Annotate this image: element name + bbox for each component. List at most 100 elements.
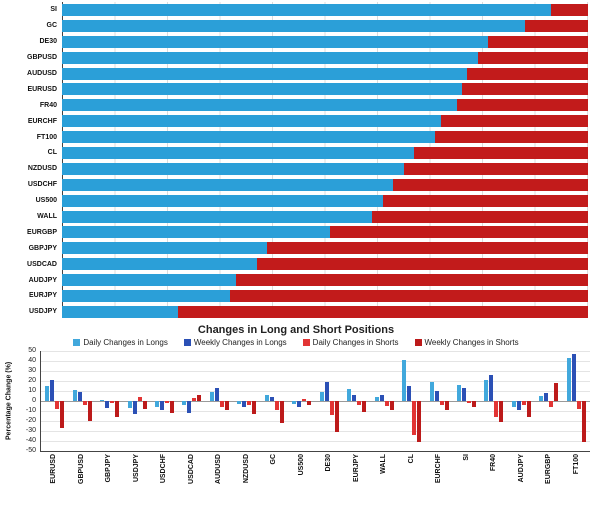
bar-row-label: USDCHF	[0, 181, 62, 188]
bar-positive	[539, 396, 543, 401]
bar-negative	[440, 401, 444, 405]
bar-positive	[572, 354, 576, 401]
short-bar	[457, 99, 589, 111]
short-bar	[393, 179, 588, 191]
short-bar	[404, 163, 588, 175]
bar-row-label: FT100	[0, 134, 62, 141]
legend-swatch	[415, 339, 422, 346]
bar-negative	[390, 401, 394, 410]
bar-negative	[115, 401, 119, 417]
bar-negative	[242, 401, 246, 407]
bar-negative	[472, 401, 476, 407]
bar-negative	[467, 401, 471, 403]
y-tick-label: -20	[26, 417, 36, 425]
x-tick-label: WALL	[380, 454, 387, 474]
bar-row: EURJPY	[0, 288, 600, 304]
category-group	[425, 351, 452, 451]
bar-positive	[302, 399, 306, 401]
category-group	[535, 351, 562, 451]
x-tick-label: EURJPY	[353, 454, 360, 482]
bar-positive	[325, 382, 329, 401]
bar-row-label: EURUSD	[0, 86, 62, 93]
x-tick-label: CL	[408, 454, 415, 463]
category-group	[206, 351, 233, 451]
bar-negative	[60, 401, 64, 428]
short-bar	[257, 258, 588, 270]
category-group	[288, 351, 315, 451]
bar-track	[62, 147, 588, 159]
x-tick-label: EURGBP	[545, 454, 552, 484]
bar-negative	[527, 401, 531, 417]
bar-row-label: EURJPY	[0, 292, 62, 299]
bar-row: EURUSD	[0, 81, 600, 97]
bar-track	[62, 306, 588, 318]
x-tick-cell: GBPUSD	[68, 454, 96, 506]
bar-positive	[138, 397, 142, 401]
bar-negative	[143, 401, 147, 409]
bar-row-label: AUDJPY	[0, 277, 62, 284]
bar-negative	[357, 401, 361, 405]
bar-positive	[380, 395, 384, 401]
bar-positive	[430, 382, 434, 401]
legend: Daily Changes in Longs Weekly Changes in …	[2, 338, 590, 347]
legend-item: Daily Changes in Longs	[73, 338, 168, 347]
bar-negative	[417, 401, 421, 442]
bar-track	[62, 115, 588, 127]
y-tick-label: 20	[28, 377, 36, 385]
bar-row: USDCHF	[0, 177, 600, 193]
bar-positive	[489, 375, 493, 401]
x-tick-cell: EURGBP	[535, 454, 563, 506]
y-tick-label: 10	[28, 387, 36, 395]
bar-negative	[110, 401, 114, 403]
x-tick-label: SI	[463, 454, 470, 461]
bar-track	[62, 20, 588, 32]
bar-row-label: GBPJPY	[0, 245, 62, 252]
bar-row-label: FR40	[0, 102, 62, 109]
x-tick-cell: GBPJPY	[95, 454, 123, 506]
long-bar	[62, 83, 462, 95]
category-group	[370, 351, 397, 451]
bar-row: EURCHF	[0, 113, 600, 129]
legend-swatch	[73, 339, 80, 346]
bar-positive	[78, 392, 82, 401]
category-group	[453, 351, 480, 451]
bar-negative	[517, 401, 521, 410]
bar-negative	[225, 401, 229, 410]
short-bar	[230, 290, 588, 302]
x-tick-cell: USDCAD	[178, 454, 206, 506]
bar-positive	[45, 386, 49, 401]
short-bar	[467, 68, 588, 80]
bar-track	[62, 4, 588, 16]
long-bar	[62, 20, 525, 32]
page: SIGCDE30GBPUSDAUDUSDEURUSDFR40EURCHFFT10…	[0, 0, 600, 522]
bar-negative	[577, 401, 581, 409]
bar-positive	[320, 392, 324, 401]
bar-track	[62, 195, 588, 207]
bar-row: EURGBP	[0, 224, 600, 240]
x-tick-label: FR40	[490, 454, 497, 471]
bar-row-label: GC	[0, 22, 62, 29]
long-bar	[62, 115, 441, 127]
bar-positive	[210, 392, 214, 401]
x-tick-cell: AUDJPY	[508, 454, 536, 506]
short-bar	[267, 242, 588, 254]
long-bar	[62, 274, 236, 286]
x-labels: EURUSDGBPUSDGBPJPYUSDJPYUSDCHFUSDCADAUDU…	[40, 454, 590, 506]
x-tick-cell: EURCHF	[425, 454, 453, 506]
y-tick-label: -40	[26, 437, 36, 445]
y-tick-label: 30	[28, 367, 36, 375]
x-tick-cell: USDCHF	[150, 454, 178, 506]
bar-negative	[280, 401, 284, 423]
long-bar	[62, 290, 230, 302]
legend-swatch	[303, 339, 310, 346]
long-bar	[62, 211, 372, 223]
long-bar	[62, 4, 551, 16]
x-tick-label: GC	[270, 454, 277, 465]
category-group	[41, 351, 68, 451]
bar-row-label: SI	[0, 6, 62, 13]
bar-negative	[83, 401, 87, 405]
bar-positive	[270, 397, 274, 401]
legend-label: Weekly Changes in Longs	[194, 338, 287, 347]
short-bar	[462, 83, 588, 95]
short-bar	[236, 274, 588, 286]
